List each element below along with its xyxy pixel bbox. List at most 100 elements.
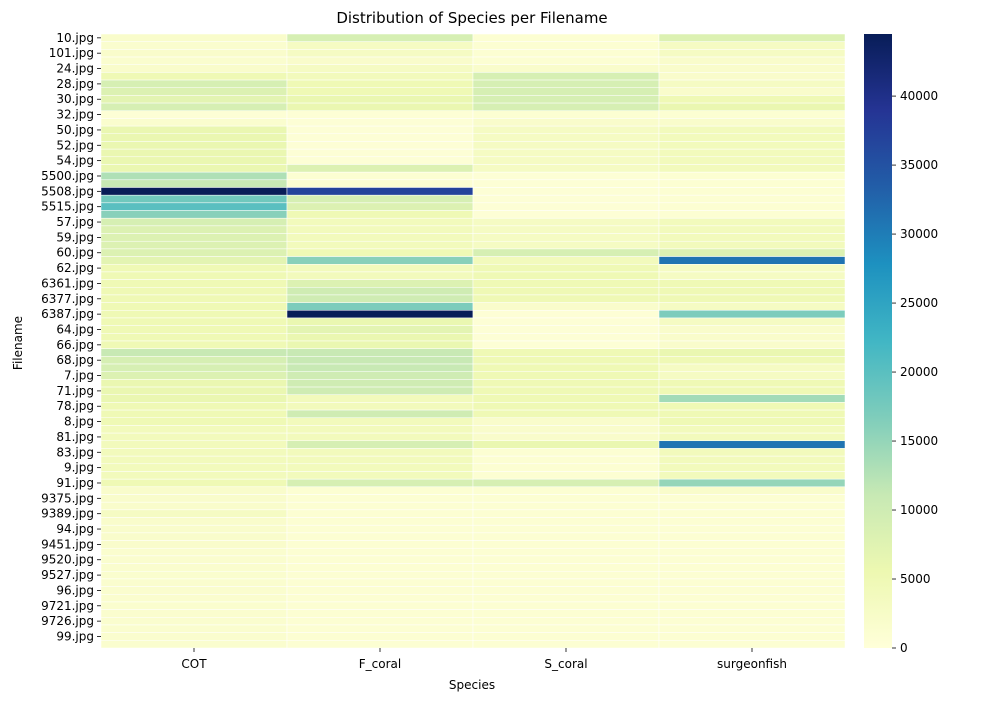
heatmap-cell: [286, 340, 474, 349]
heatmap-cell: [658, 102, 846, 111]
heatmap-cell: [658, 448, 846, 457]
colorbar-tick-label: 5000: [900, 572, 931, 586]
heatmap-cell: [286, 632, 474, 641]
heatmap-cell: [100, 133, 288, 142]
heatmap-cell: [286, 302, 474, 311]
heatmap-cell: [286, 555, 474, 564]
heatmap-cell: [100, 486, 288, 495]
heatmap-cell: [472, 271, 660, 280]
heatmap-cell: [472, 486, 660, 495]
heatmap-cell: [658, 217, 846, 227]
heatmap-cell: [658, 524, 846, 534]
heatmap-cell: [472, 432, 660, 442]
heatmap-cell: [472, 164, 660, 173]
heatmap-cell: [286, 609, 474, 618]
heatmap-cell: [472, 225, 660, 234]
heatmap-cell: [472, 72, 660, 81]
y-tick-label: 9721.jpg: [41, 599, 94, 613]
y-tick-label: 57.jpg: [56, 215, 94, 229]
colorbar-tick-label: 15000: [900, 434, 938, 448]
heatmap-cell: [658, 379, 846, 388]
heatmap-cell: [100, 287, 288, 296]
heatmap-cell: [472, 279, 660, 288]
heatmap-cell: [472, 463, 660, 472]
heatmap-cell: [658, 571, 846, 580]
heatmap-cell: [658, 409, 846, 419]
y-tick-label: 5508.jpg: [41, 184, 94, 198]
heatmap-cell: [658, 248, 846, 257]
y-tick-label: 66.jpg: [56, 338, 94, 352]
heatmap-cell: [472, 578, 660, 587]
heatmap-cell: [286, 41, 474, 50]
y-tick-label: 30.jpg: [56, 92, 94, 106]
heatmap-cell: [286, 578, 474, 587]
heatmap-cell: [472, 41, 660, 50]
heatmap-cell: [658, 240, 846, 250]
heatmap-cell: [100, 532, 288, 541]
heatmap-cell: [658, 302, 846, 311]
heatmap-cell: [658, 555, 846, 564]
heatmap-cell: [286, 471, 474, 480]
heatmap-cell: [286, 202, 474, 211]
heatmap-cell: [100, 217, 288, 227]
heatmap-cell: [472, 187, 660, 196]
heatmap-cell: [286, 379, 474, 388]
heatmap-cell: [100, 386, 288, 395]
heatmap-cell: [472, 356, 660, 365]
heatmap-cell: [658, 164, 846, 173]
heatmap-cell: [658, 494, 846, 503]
heatmap-cell: [100, 210, 288, 219]
heatmap-cell: [286, 356, 474, 365]
heatmap-cell: [100, 233, 288, 242]
heatmap-cell: [286, 571, 474, 580]
heatmap-cell: [100, 640, 288, 649]
heatmap-cell: [286, 386, 474, 395]
heatmap-cell: [658, 348, 846, 357]
heatmap-cell: [472, 102, 660, 111]
heatmap-cell: [100, 41, 288, 50]
heatmap-cell: [100, 348, 288, 357]
heatmap-cell: [286, 141, 474, 150]
heatmap-cell: [100, 56, 288, 65]
chart-title: Distribution of Species per Filename: [336, 9, 607, 27]
heatmap-cell: [100, 333, 288, 342]
heatmap-cell: [472, 125, 660, 135]
x-tick-label: F_coral: [359, 657, 401, 671]
heatmap-cell: [472, 624, 660, 633]
y-tick-label: 32.jpg: [56, 108, 94, 122]
heatmap-cell: [286, 187, 474, 196]
heatmap-cell: [286, 478, 474, 488]
heatmap-cell: [472, 79, 660, 88]
heatmap-cell: [286, 225, 474, 234]
heatmap-cell: [658, 49, 846, 58]
heatmap-cell: [100, 409, 288, 419]
heatmap-cell: [472, 609, 660, 618]
heatmap-cell: [658, 486, 846, 495]
heatmap-cell: [658, 386, 846, 395]
y-tick-label: 9726.jpg: [41, 614, 94, 628]
heatmap-cell: [658, 363, 846, 372]
heatmap-cell: [472, 524, 660, 534]
heatmap-cell: [286, 179, 474, 188]
heatmap-cell: [100, 609, 288, 618]
y-tick-label: 24.jpg: [56, 62, 94, 76]
heatmap-cell: [472, 348, 660, 357]
heatmap-cell: [658, 356, 846, 365]
heatmap-cell: [100, 187, 288, 196]
heatmap-cell: [472, 386, 660, 395]
heatmap-cell: [286, 624, 474, 633]
heatmap-cell: [472, 310, 660, 319]
heatmap-cell: [658, 317, 846, 326]
heatmap-cell: [658, 594, 846, 603]
heatmap-cell: [286, 118, 474, 127]
y-tick-label: 7.jpg: [64, 369, 94, 383]
colorbar-tick-label: 20000: [900, 365, 938, 379]
heatmap-cell: [658, 310, 846, 319]
heatmap-cell: [286, 233, 474, 242]
heatmap-cell: [100, 179, 288, 188]
heatmap-cell: [658, 33, 846, 42]
heatmap-cell: [286, 294, 474, 303]
heatmap-cell: [472, 586, 660, 595]
heatmap-cell: [658, 294, 846, 303]
heatmap-cell: [472, 294, 660, 303]
